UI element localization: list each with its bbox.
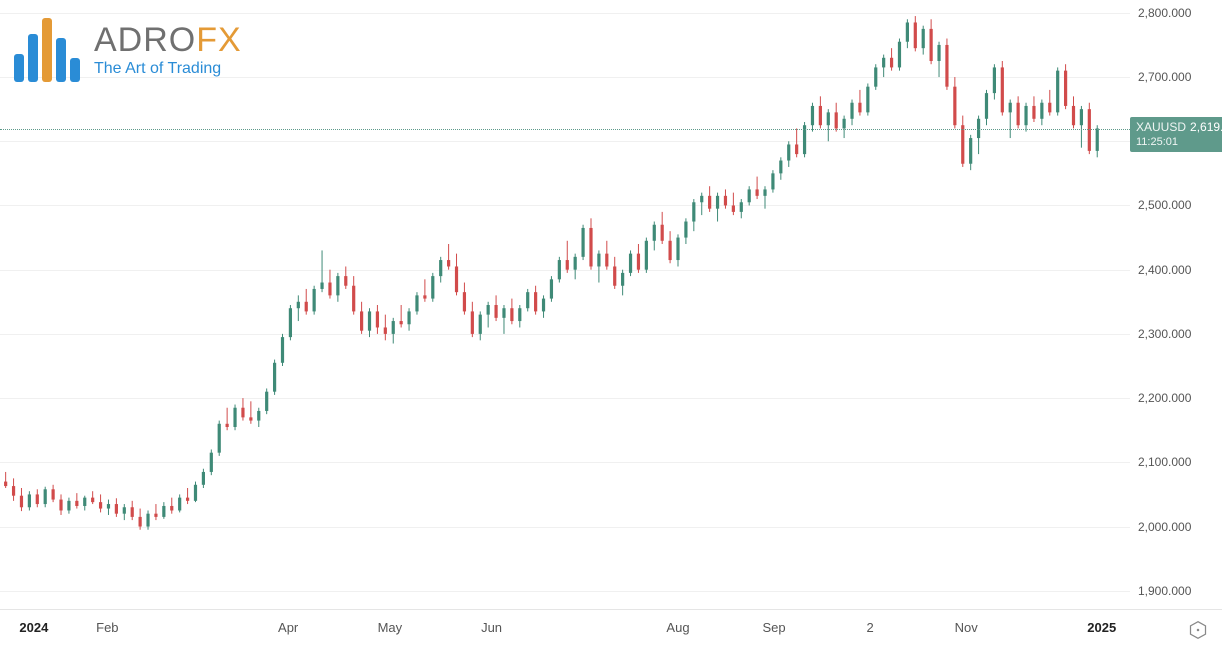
x-tick-label: Jun: [481, 620, 502, 635]
x-tick-label: Apr: [278, 620, 298, 635]
y-tick-label: 2,700.000: [1130, 70, 1222, 84]
x-tick-label: Nov: [955, 620, 978, 635]
chart-plot-area[interactable]: ADROFX The Art of Trading: [0, 0, 1130, 610]
x-tick-label: 2025: [1087, 620, 1116, 635]
x-axis: 2024 Feb Apr May Jun Aug Sep 2 Nov 2025: [0, 609, 1222, 650]
x-tick-label: 2024: [19, 620, 48, 635]
logo-tagline: The Art of Trading: [94, 60, 242, 78]
y-tick-label: 2,000.000: [1130, 520, 1222, 534]
y-tick-label: 2,800.000: [1130, 6, 1222, 20]
y-tick-label: 1,900.000: [1130, 584, 1222, 598]
x-tick-label: May: [378, 620, 403, 635]
y-axis: 1,900.000 2,000.000 2,100.000 2,200.000 2,30…: [1130, 0, 1222, 610]
logo-bars-icon: [14, 18, 80, 82]
price-tag: XAUUSD2,619.56011:25:01: [1130, 117, 1222, 152]
y-tick-label: 2,500.000: [1130, 198, 1222, 212]
x-tick-label: 2: [866, 620, 873, 635]
brand-logo: ADROFX The Art of Trading: [14, 18, 242, 82]
y-tick-label: 2,200.000: [1130, 391, 1222, 405]
y-tick-label: 2,100.000: [1130, 455, 1222, 469]
y-tick-label: 2,400.000: [1130, 263, 1222, 277]
x-tick-label: Aug: [666, 620, 689, 635]
logo-wordmark: ADROFX: [94, 23, 242, 57]
x-tick-label: Sep: [762, 620, 785, 635]
y-tick-label: 2,300.000: [1130, 327, 1222, 341]
settings-hex-icon[interactable]: [1188, 620, 1208, 640]
current-price-line: [0, 129, 1130, 130]
candlestick-series: [0, 0, 1130, 610]
x-tick-label: Feb: [96, 620, 118, 635]
